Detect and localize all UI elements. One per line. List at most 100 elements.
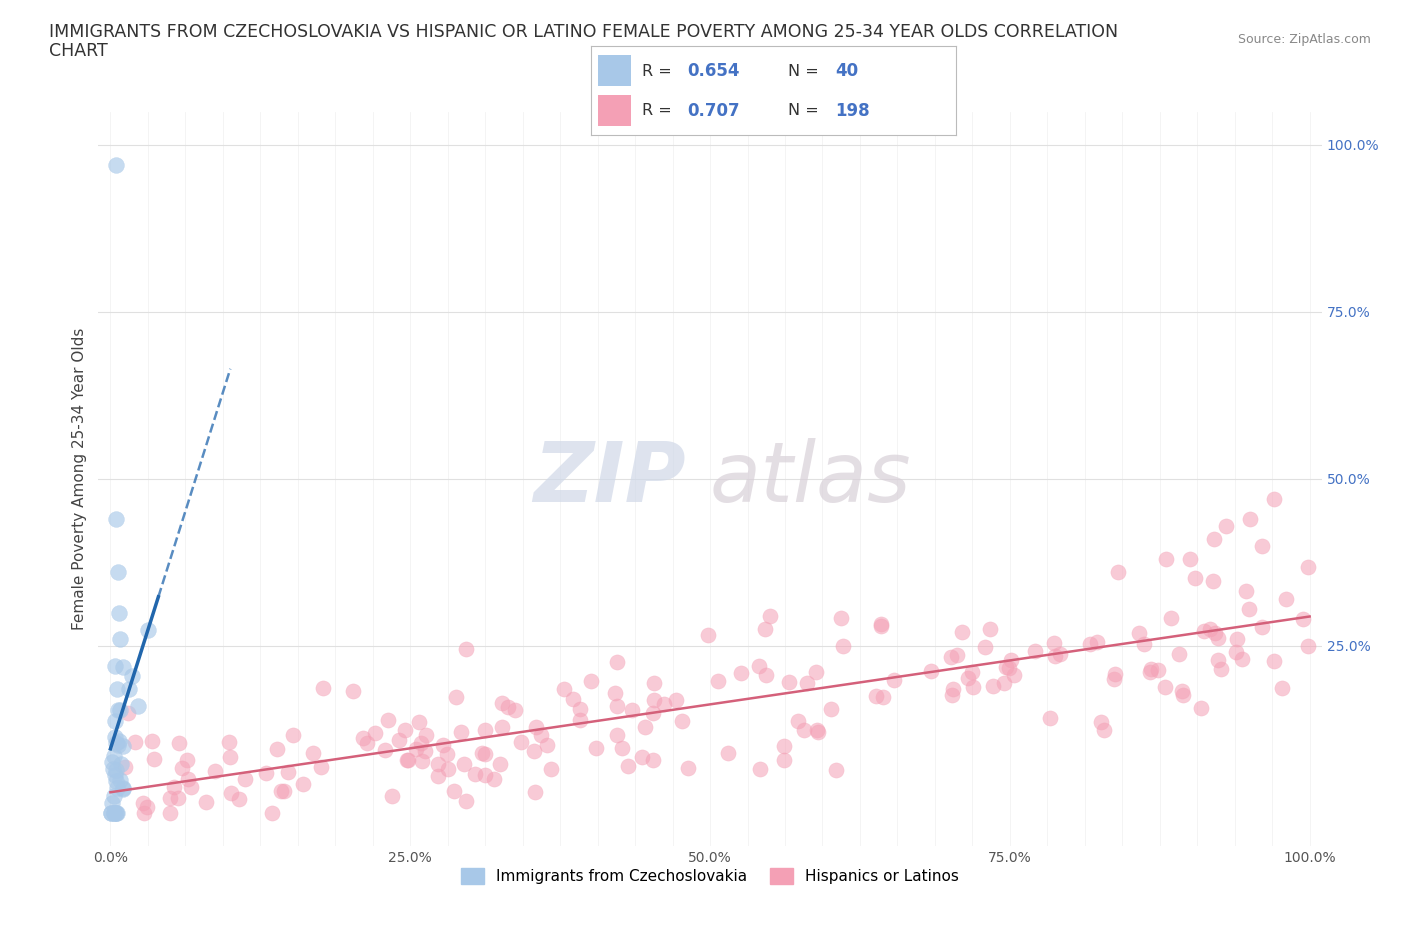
Point	[105, 157, 128, 172]
Point	[1042, 635, 1064, 650]
Point	[219, 785, 242, 800]
Point	[342, 684, 364, 699]
Point	[491, 696, 513, 711]
Point	[127, 698, 149, 713]
Point	[1092, 722, 1115, 737]
Text: N =: N =	[787, 64, 824, 79]
Point	[1192, 624, 1215, 639]
Point	[498, 699, 520, 714]
Point	[870, 619, 893, 634]
FancyBboxPatch shape	[598, 95, 631, 126]
Point	[273, 783, 295, 798]
Point	[643, 692, 665, 707]
Point	[643, 675, 665, 690]
Point	[509, 735, 531, 750]
Point	[1160, 610, 1182, 625]
Point	[489, 756, 512, 771]
Point	[1206, 653, 1229, 668]
Point	[1211, 661, 1233, 676]
Point	[101, 796, 124, 811]
Point	[163, 779, 186, 794]
Point	[606, 727, 628, 742]
Point	[1090, 715, 1112, 730]
Point	[942, 681, 965, 696]
Point	[524, 785, 547, 800]
Point	[394, 723, 416, 737]
Point	[291, 777, 314, 791]
Point	[1237, 602, 1260, 617]
Point	[671, 713, 693, 728]
Point	[103, 749, 125, 764]
Point	[974, 640, 997, 655]
Point	[110, 757, 132, 772]
Point	[807, 724, 830, 739]
Point	[124, 735, 146, 750]
Point	[471, 746, 494, 761]
Point	[377, 713, 399, 728]
Point	[1292, 612, 1315, 627]
Point	[219, 750, 242, 764]
Point	[1154, 551, 1177, 566]
Point	[121, 668, 143, 683]
Point	[941, 688, 963, 703]
Point	[302, 745, 325, 760]
Point	[218, 734, 240, 749]
Point	[105, 805, 128, 820]
Point	[730, 665, 752, 680]
Point	[524, 719, 547, 734]
Point	[1271, 680, 1294, 695]
Point	[1206, 631, 1229, 645]
Point	[136, 623, 159, 638]
Point	[415, 728, 437, 743]
Point	[413, 744, 436, 759]
Point	[132, 805, 155, 820]
Point	[108, 733, 131, 748]
Point	[104, 767, 127, 782]
Point	[1024, 644, 1046, 658]
Point	[641, 706, 664, 721]
Point	[117, 682, 139, 697]
Point	[1102, 671, 1125, 686]
Point	[579, 673, 602, 688]
Point	[820, 702, 842, 717]
Point	[176, 752, 198, 767]
Point	[536, 737, 558, 752]
Point	[634, 720, 657, 735]
Point	[104, 729, 127, 744]
Point	[474, 723, 496, 737]
Point	[945, 648, 967, 663]
Point	[101, 762, 124, 777]
Point	[540, 762, 562, 777]
Point	[436, 747, 458, 762]
Point	[717, 745, 740, 760]
Point	[585, 741, 607, 756]
Point	[1107, 565, 1129, 580]
Point	[1085, 634, 1108, 649]
Point	[749, 762, 772, 777]
Text: Source: ZipAtlas.com: Source: ZipAtlas.com	[1237, 33, 1371, 46]
Point	[105, 682, 128, 697]
Point	[427, 769, 450, 784]
Point	[454, 641, 477, 656]
Point	[117, 705, 139, 720]
Point	[233, 772, 256, 787]
Point	[1039, 711, 1062, 725]
Point	[1201, 574, 1223, 589]
Point	[103, 789, 125, 804]
Point	[1104, 666, 1126, 681]
Point	[1199, 621, 1222, 636]
Text: CHART: CHART	[49, 42, 108, 60]
Point	[806, 723, 828, 737]
Point	[786, 714, 808, 729]
Point	[180, 780, 202, 795]
Point	[100, 805, 122, 820]
Point	[606, 655, 628, 670]
Point	[443, 783, 465, 798]
Text: N =: N =	[787, 103, 824, 118]
Point	[464, 766, 486, 781]
Point	[939, 650, 962, 665]
Point	[444, 689, 467, 704]
Point	[617, 759, 640, 774]
Point	[108, 702, 131, 717]
Point	[228, 791, 250, 806]
